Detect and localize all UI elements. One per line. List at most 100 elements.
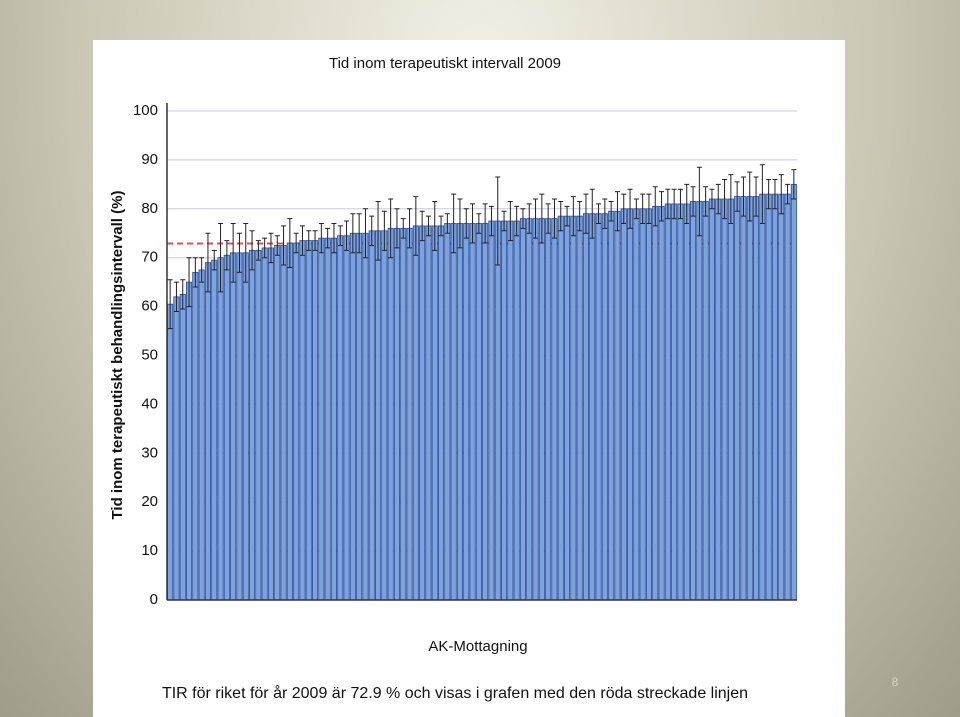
bar (557, 215, 564, 601)
error-bar (753, 176, 759, 217)
error-bar (287, 218, 293, 268)
error-bar (268, 232, 274, 264)
error-bar (425, 215, 431, 237)
bar (419, 225, 426, 601)
y-tick-label: 50 (141, 346, 158, 363)
error-bar (173, 281, 179, 312)
bar (425, 225, 432, 601)
error-bar (369, 215, 375, 246)
error-bar (564, 205, 570, 227)
bar (362, 232, 369, 601)
bar (501, 220, 508, 601)
bar (753, 196, 760, 601)
bar (261, 247, 268, 601)
bar (223, 254, 230, 601)
error-bar (652, 186, 658, 227)
error-bar (230, 222, 236, 283)
error-bar (514, 205, 520, 237)
bar (494, 220, 501, 601)
error-bar (665, 188, 671, 220)
bar (721, 198, 728, 601)
error-bar (281, 225, 287, 266)
error-bar (394, 208, 400, 249)
bar (664, 203, 671, 601)
error-bar (627, 188, 633, 229)
bar (771, 193, 778, 601)
bar (715, 198, 722, 601)
error-bar (299, 225, 305, 256)
bar (608, 210, 615, 601)
error-bar (451, 193, 457, 254)
bar (186, 281, 193, 601)
bar (293, 242, 300, 601)
bar (242, 252, 249, 601)
bar (444, 223, 451, 601)
error-bar (545, 203, 551, 234)
error-bar (766, 178, 772, 210)
y-tick-label: 20 (141, 493, 158, 510)
error-bar (180, 279, 186, 310)
error-bar (325, 227, 331, 249)
bar (595, 213, 602, 601)
error-bar (621, 193, 627, 224)
bar (192, 271, 199, 601)
bar (387, 227, 394, 601)
error-bar (501, 210, 507, 232)
error-bar (785, 183, 791, 205)
y-tick-label: 40 (141, 395, 158, 412)
error-bar (407, 208, 413, 249)
error-bar (413, 196, 419, 256)
error-bar (772, 178, 778, 210)
error-bar (312, 230, 318, 251)
bar (381, 230, 388, 601)
error-bar (633, 198, 639, 220)
error-bar (186, 257, 192, 308)
bar (507, 220, 514, 601)
error-bar (444, 213, 450, 234)
error-bar (375, 200, 381, 261)
bar (639, 208, 646, 601)
bar (601, 213, 608, 601)
error-bar (457, 198, 463, 249)
error-bar (488, 205, 494, 237)
bar (204, 262, 211, 601)
bar (765, 193, 772, 601)
error-bar (495, 176, 501, 266)
error-bar (470, 203, 476, 244)
error-bar (696, 166, 702, 237)
bar (167, 303, 174, 601)
bar (513, 220, 520, 601)
error-bar (476, 213, 482, 234)
bar (652, 205, 659, 601)
bar (393, 227, 400, 601)
error-bar (331, 222, 337, 254)
bar (236, 252, 243, 601)
error-bar (709, 188, 715, 210)
error-bar (432, 200, 438, 251)
bar (475, 223, 482, 601)
bar (671, 203, 678, 601)
bar (551, 218, 558, 601)
bar (431, 225, 438, 601)
error-bar (274, 235, 280, 256)
y-tick-label: 90 (141, 151, 158, 168)
error-bar (167, 279, 173, 330)
error-bar (570, 196, 576, 237)
error-bar (608, 200, 614, 222)
bar (343, 235, 350, 601)
error-bar (192, 257, 198, 288)
error-bar (703, 186, 709, 217)
error-bar (249, 230, 255, 271)
bar (545, 218, 552, 601)
error-bar (728, 174, 734, 224)
error-bar (722, 178, 728, 220)
bar (526, 218, 533, 601)
y-tick-label: 0 (150, 591, 158, 608)
bar (324, 237, 331, 601)
error-bar (646, 193, 652, 224)
bar (538, 218, 545, 601)
bar (582, 213, 589, 601)
y-tick-label: 80 (141, 200, 158, 217)
bar (249, 249, 256, 601)
bar (620, 208, 627, 601)
